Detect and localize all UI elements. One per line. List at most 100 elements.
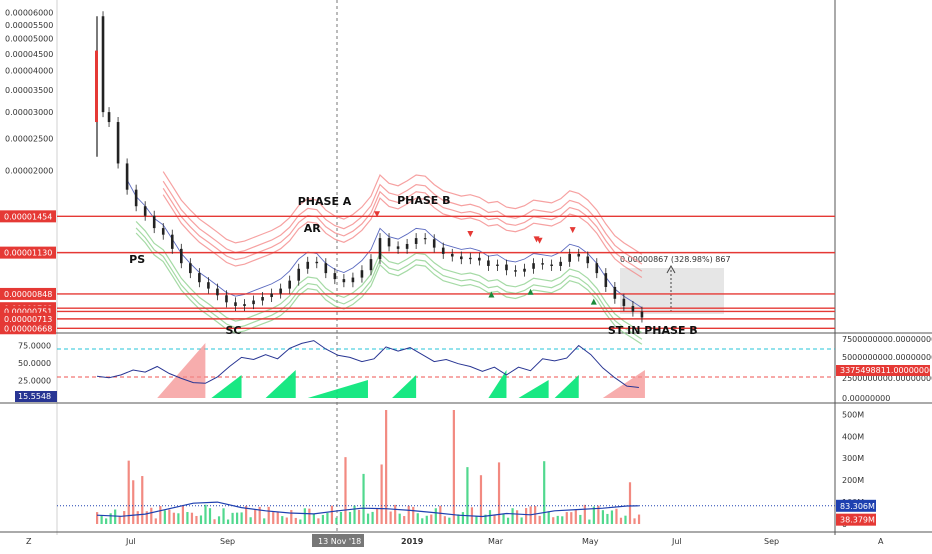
- candle-body: [324, 263, 328, 274]
- volume-bar: [416, 513, 419, 524]
- time-tick-label: May: [582, 537, 599, 546]
- volume-bar: [457, 514, 460, 524]
- obv-area: [392, 375, 417, 398]
- volume-bar: [276, 512, 279, 524]
- obv-tick-label: 5000000000.00000000: [842, 353, 932, 362]
- candle-body: [369, 259, 373, 271]
- candle-body: [143, 206, 147, 216]
- candle-body: [125, 163, 129, 190]
- volume-bar: [249, 517, 252, 524]
- volume-bar: [109, 513, 112, 524]
- volume-bar: [204, 504, 207, 524]
- candle-body: [622, 298, 626, 306]
- volume-bar: [394, 504, 397, 524]
- volume-bar: [366, 513, 370, 524]
- candle-body: [514, 270, 517, 272]
- volume-bar: [520, 517, 523, 524]
- volume-bar: [597, 505, 600, 524]
- level-tag: [0, 210, 56, 223]
- volume-bar: [443, 516, 446, 524]
- volume-bar: [543, 461, 546, 524]
- volume-bar: [434, 508, 437, 524]
- candle-body: [180, 248, 183, 264]
- volume-bar: [362, 473, 365, 524]
- candle-body: [414, 238, 418, 244]
- volume-bar: [624, 515, 627, 524]
- volume-bar: [231, 512, 234, 524]
- candle-body: [396, 246, 400, 249]
- price-tick-label: 0.00005000: [5, 35, 53, 44]
- wyckoff-annotation: SC: [225, 324, 241, 337]
- candle-body: [469, 257, 472, 260]
- volume-bar: [258, 506, 261, 524]
- volume-bar: [538, 515, 541, 524]
- volume-current-label: 38.379M: [840, 516, 875, 525]
- candle-body: [423, 238, 427, 240]
- candle-body: [161, 228, 165, 235]
- time-tick-label: Mar: [488, 537, 504, 546]
- volume-bar: [484, 514, 487, 524]
- moving-average-line: [126, 179, 643, 309]
- candle-body: [450, 253, 454, 257]
- volume-bar: [430, 514, 433, 524]
- volume-bar: [601, 510, 605, 524]
- volume-bar: [570, 512, 573, 524]
- candle-body: [405, 243, 409, 249]
- volume-bar: [628, 482, 632, 524]
- rsi-current-tag: [15, 391, 57, 402]
- candle-body: [559, 261, 562, 266]
- volume-bar: [132, 480, 135, 524]
- volume-bar: [497, 462, 501, 524]
- candle-body: [252, 300, 255, 305]
- volume-bar: [217, 516, 221, 524]
- volume-bar: [534, 505, 537, 524]
- volume-bar: [610, 510, 614, 524]
- volume-bar: [412, 506, 415, 524]
- level-tag-label: 0.00001454: [4, 212, 52, 221]
- candle-body: [107, 112, 111, 123]
- candle-body: [550, 264, 553, 266]
- wyckoff-annotation: ST IN PHASE B: [608, 324, 698, 337]
- volume-bar: [588, 519, 591, 524]
- volume-bar: [226, 519, 230, 524]
- price-tick-label: 0.00002500: [5, 134, 53, 143]
- volume-bar: [186, 512, 189, 524]
- volume-bar: [267, 506, 270, 524]
- volume-ma-tag: [836, 499, 876, 512]
- volume-bar: [403, 516, 406, 524]
- candle-body: [496, 264, 499, 266]
- candle-body: [432, 239, 436, 248]
- candle-body: [586, 256, 590, 264]
- volume-bar: [299, 519, 302, 524]
- ribbon-upper: [162, 194, 643, 279]
- volume-bar: [407, 505, 410, 524]
- candle-body: [134, 189, 138, 207]
- candle-body: [640, 311, 644, 318]
- volume-bar: [389, 511, 392, 524]
- volume-bar: [493, 515, 496, 524]
- wyckoff-annotation: AR: [304, 222, 322, 235]
- time-tick-label: Jul: [671, 537, 682, 546]
- sell-marker: [374, 211, 380, 218]
- candle-body: [279, 288, 282, 294]
- obv-area: [307, 380, 368, 398]
- candle-body: [460, 256, 463, 260]
- volume-bar: [154, 518, 157, 524]
- volume-current-tag: [836, 513, 876, 526]
- crosshair-date-tag: [312, 534, 364, 547]
- volume-bar: [425, 515, 428, 524]
- price-tick-label: 0.00002000: [5, 166, 53, 175]
- volume-bar: [285, 517, 288, 524]
- obv-area: [265, 370, 296, 398]
- candle-body: [234, 302, 237, 306]
- volume-bar: [637, 514, 641, 524]
- volume-bar: [123, 511, 126, 524]
- obv-area: [518, 380, 549, 398]
- candle-body: [342, 279, 346, 283]
- volume-bar: [466, 467, 469, 524]
- obv-current-label: 3375498811.00000000: [840, 366, 932, 375]
- volume-bar: [290, 510, 293, 524]
- log-toggle-z: Z: [26, 537, 32, 546]
- volume-tick-label: 300M: [842, 454, 864, 463]
